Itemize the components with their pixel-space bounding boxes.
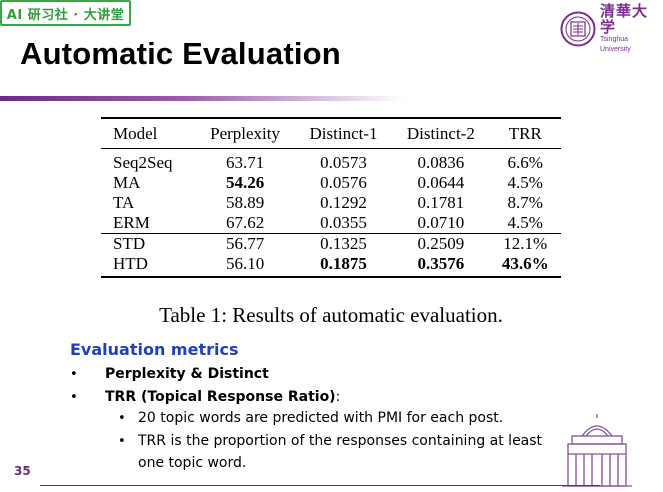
table-row: MA 54.26 0.0576 0.0644 4.5%	[101, 173, 561, 193]
cell-distinct-2: 0.0710	[417, 213, 465, 232]
tsinghua-logo: 清華大学 Tsinghua University	[560, 2, 660, 53]
cell-perplexity: 54.26	[225, 173, 265, 192]
cell-model: STD	[113, 234, 146, 253]
cell-model: Seq2Seq	[113, 153, 173, 172]
table-row: TA 58.89 0.1292 0.1781 8.7%	[101, 193, 561, 213]
table-header-row: Model Perplexity Distinct-1 Distinct-2 T…	[101, 118, 561, 149]
cell-model: ERM	[113, 213, 150, 232]
header-distinct-2: Distinct-2	[406, 124, 475, 143]
cell-distinct-1: 0.1875	[320, 254, 367, 273]
cell-trr: 6.6%	[507, 153, 543, 172]
cell-distinct-2: 0.3576	[417, 254, 465, 273]
cell-distinct-2: 0.2509	[417, 234, 465, 253]
cell-distinct-1: 0.0573	[320, 153, 367, 172]
metrics-heading: Evaluation metrics	[70, 340, 239, 359]
cell-perplexity: 56.10	[225, 254, 265, 273]
cell-trr: 8.7%	[507, 193, 543, 212]
header-distinct-1: Distinct-1	[309, 124, 378, 143]
trr-colon: :	[335, 389, 341, 405]
cell-perplexity: 67.62	[225, 213, 265, 232]
cell-distinct-1: 0.0355	[320, 213, 367, 232]
metric-item-trr: TRR (Topical Response Ratio):	[105, 387, 340, 407]
table-row: STD 56.77 0.1325 0.2509 12.1%	[101, 233, 561, 255]
title-underline	[0, 96, 405, 101]
bullet-icon: •	[70, 390, 78, 405]
cell-distinct-1: 0.1325	[320, 234, 367, 253]
cell-distinct-2: 0.1781	[417, 193, 465, 212]
bullet-icon: •	[118, 411, 126, 426]
cell-model: MA	[113, 173, 141, 192]
tsinghua-name-chinese: 清華大学	[600, 2, 649, 36]
cell-perplexity: 63.71	[225, 153, 265, 172]
cell-distinct-2: 0.0836	[417, 153, 465, 172]
header-perplexity: Perplexity	[210, 124, 281, 143]
ai-yanxishe-badge: AI 研习社 · 大讲堂	[0, 0, 131, 26]
table-caption: Table 1: Results of automatic evaluation…	[159, 303, 503, 327]
metric-item-perplexity-distinct: Perplexity & Distinct	[105, 366, 269, 382]
cell-distinct-2: 0.0644	[417, 173, 465, 192]
subitem-trr-definition-continued: one topic word.	[138, 455, 247, 471]
cell-trr: 12.1%	[503, 234, 548, 253]
table-row: Seq2Seq 63.71 0.0573 0.0836 6.6%	[101, 149, 561, 174]
cell-model: TA	[113, 193, 135, 212]
cell-perplexity: 56.77	[225, 234, 265, 253]
cell-distinct-1: 0.1292	[320, 193, 367, 212]
subitem-trr-definition: TRR is the proportion of the responses c…	[138, 433, 543, 449]
table-row: ERM 67.62 0.0355 0.0710 4.5%	[101, 213, 561, 234]
bullet-icon: •	[118, 434, 126, 449]
cell-trr: 43.6%	[501, 254, 549, 273]
cell-model: HTD	[113, 254, 148, 273]
bullet-icon: •	[70, 367, 78, 382]
page-number: 35	[14, 464, 31, 478]
subitem-topic-words: 20 topic words are predicted with PMI fo…	[138, 410, 504, 426]
footer-rule	[40, 485, 600, 486]
cell-perplexity: 58.89	[225, 193, 265, 212]
header-trr: TRR	[508, 124, 542, 143]
table-row: HTD 56.10 0.1875 0.3576 43.6%	[101, 254, 561, 277]
cell-distinct-1: 0.0576	[320, 173, 367, 192]
trr-label: TRR (Topical Response Ratio)	[105, 389, 336, 405]
tsinghua-seal-icon	[560, 11, 596, 47]
header-model: Model	[113, 124, 158, 143]
cell-trr: 4.5%	[507, 173, 543, 192]
slide-title: Automatic Evaluation	[20, 36, 341, 71]
tsinghua-name-english: Tsinghua University	[600, 36, 631, 53]
results-table: Model Perplexity Distinct-1 Distinct-2 T…	[101, 117, 561, 278]
tsinghua-building-icon	[562, 414, 632, 487]
cell-trr: 4.5%	[507, 213, 543, 232]
